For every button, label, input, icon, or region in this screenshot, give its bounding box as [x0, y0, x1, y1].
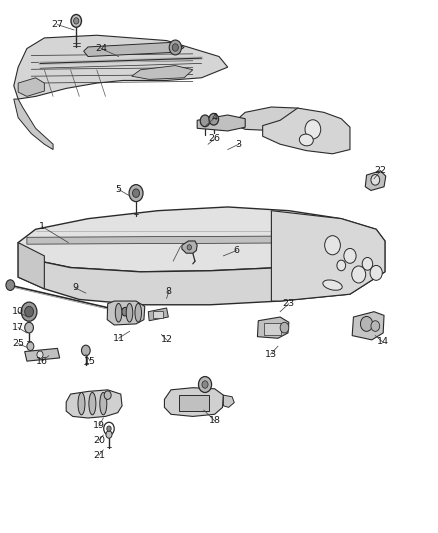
Text: 22: 22 [374, 166, 387, 175]
Circle shape [21, 302, 37, 321]
Polygon shape [232, 107, 324, 131]
Ellipse shape [115, 303, 122, 322]
Polygon shape [27, 236, 372, 244]
Text: 18: 18 [208, 416, 221, 425]
Circle shape [106, 431, 112, 438]
Circle shape [129, 184, 143, 201]
Text: 13: 13 [265, 350, 276, 359]
Circle shape [305, 120, 321, 139]
Circle shape [104, 391, 111, 399]
Text: 10: 10 [12, 307, 24, 316]
Circle shape [198, 376, 212, 392]
Polygon shape [14, 99, 53, 150]
Circle shape [337, 260, 346, 271]
Polygon shape [352, 312, 384, 340]
Polygon shape [272, 211, 385, 301]
Text: 14: 14 [377, 337, 389, 346]
Text: 24: 24 [95, 44, 107, 53]
Circle shape [360, 317, 373, 332]
Text: 12: 12 [161, 335, 173, 344]
Ellipse shape [100, 392, 107, 415]
Polygon shape [107, 301, 145, 325]
Text: 5: 5 [116, 185, 122, 194]
Polygon shape [66, 390, 122, 418]
Ellipse shape [135, 303, 141, 322]
Polygon shape [84, 42, 184, 56]
Circle shape [107, 426, 111, 431]
Text: 6: 6 [233, 246, 240, 255]
Text: 27: 27 [51, 20, 64, 29]
Polygon shape [18, 78, 44, 96]
Text: 4: 4 [212, 113, 218, 122]
Polygon shape [182, 241, 197, 253]
Circle shape [280, 322, 289, 333]
Polygon shape [223, 395, 234, 407]
Bar [179, 395, 208, 411]
Text: 20: 20 [93, 436, 105, 445]
Circle shape [370, 265, 382, 280]
Text: 17: 17 [12, 323, 24, 332]
Polygon shape [365, 171, 386, 190]
Text: 8: 8 [166, 287, 172, 296]
Bar [264, 323, 281, 335]
Bar [152, 311, 163, 318]
Circle shape [27, 342, 34, 351]
Text: 19: 19 [93, 422, 105, 431]
Text: 21: 21 [93, 451, 105, 460]
Circle shape [122, 308, 129, 316]
Text: 26: 26 [208, 134, 221, 143]
Text: 3: 3 [236, 140, 242, 149]
Circle shape [172, 44, 178, 51]
Polygon shape [164, 387, 223, 416]
Circle shape [37, 351, 43, 359]
Polygon shape [14, 35, 228, 99]
Circle shape [71, 14, 81, 27]
Circle shape [209, 114, 219, 125]
Text: 9: 9 [72, 283, 78, 292]
Polygon shape [148, 308, 168, 321]
Text: 1: 1 [39, 222, 45, 231]
Circle shape [344, 248, 356, 263]
Circle shape [74, 18, 79, 24]
Circle shape [25, 322, 33, 333]
Polygon shape [263, 108, 350, 154]
Circle shape [325, 236, 340, 255]
Circle shape [6, 280, 14, 290]
Polygon shape [197, 115, 245, 131]
Circle shape [133, 189, 140, 197]
Circle shape [371, 321, 380, 332]
Ellipse shape [89, 392, 96, 415]
Ellipse shape [323, 280, 342, 290]
Circle shape [81, 345, 90, 356]
Polygon shape [18, 207, 385, 272]
Circle shape [187, 245, 191, 250]
Circle shape [362, 257, 373, 270]
Text: 25: 25 [12, 339, 24, 348]
Text: 23: 23 [283, 299, 295, 308]
Polygon shape [18, 241, 385, 305]
Circle shape [25, 306, 33, 317]
Ellipse shape [126, 303, 133, 322]
Circle shape [200, 115, 210, 127]
Text: 15: 15 [84, 357, 96, 366]
Circle shape [371, 174, 380, 185]
Circle shape [352, 266, 366, 283]
Ellipse shape [299, 134, 313, 146]
Polygon shape [258, 317, 289, 338]
Ellipse shape [78, 392, 85, 415]
Polygon shape [132, 66, 193, 79]
Text: 11: 11 [113, 334, 124, 343]
Circle shape [169, 40, 181, 55]
Polygon shape [18, 243, 44, 289]
Text: 16: 16 [36, 357, 48, 366]
Polygon shape [25, 349, 60, 361]
Circle shape [202, 381, 208, 388]
